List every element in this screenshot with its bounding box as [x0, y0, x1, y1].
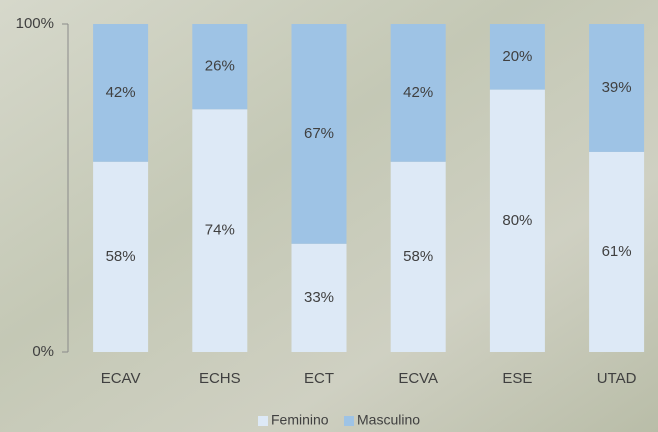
data-label: 58% — [403, 248, 433, 265]
legend-swatch — [344, 416, 354, 426]
data-label: 26% — [205, 58, 235, 75]
data-label: 39% — [602, 79, 632, 96]
data-label: 42% — [403, 84, 433, 101]
bar-segment — [489, 24, 545, 90]
data-label: 74% — [205, 222, 235, 239]
legend-label: Masculino — [357, 412, 420, 428]
bar-segment — [291, 24, 347, 244]
data-label: 20% — [502, 48, 532, 65]
bar-segment — [390, 24, 446, 162]
data-label: 67% — [304, 125, 334, 142]
bar-segment — [489, 89, 545, 352]
bar-segment — [192, 109, 248, 352]
data-label: 80% — [502, 212, 532, 229]
x-tick-label: ECAV — [101, 370, 141, 387]
x-tick-label: ESE — [502, 370, 532, 387]
x-tick-label: UTAD — [597, 370, 637, 387]
x-tick-label: ECT — [304, 370, 334, 387]
data-label: 42% — [106, 84, 136, 101]
legend-swatch — [258, 416, 268, 426]
y-tick-label: 100% — [16, 15, 54, 32]
data-label: 33% — [304, 289, 334, 306]
bar-segment — [93, 161, 149, 352]
bar-segment — [589, 151, 645, 352]
x-tick-label: ECVA — [398, 370, 438, 387]
bar-segment — [390, 161, 446, 352]
bar-segment — [93, 24, 149, 162]
bar-segment — [589, 24, 645, 152]
y-tick-label: 0% — [32, 343, 54, 360]
data-label: 58% — [106, 248, 136, 265]
x-tick-label: ECHS — [199, 370, 241, 387]
bar-segment — [291, 243, 347, 352]
bar-segment — [192, 24, 248, 110]
data-label: 61% — [602, 243, 632, 260]
legend-label: Feminino — [271, 412, 329, 428]
